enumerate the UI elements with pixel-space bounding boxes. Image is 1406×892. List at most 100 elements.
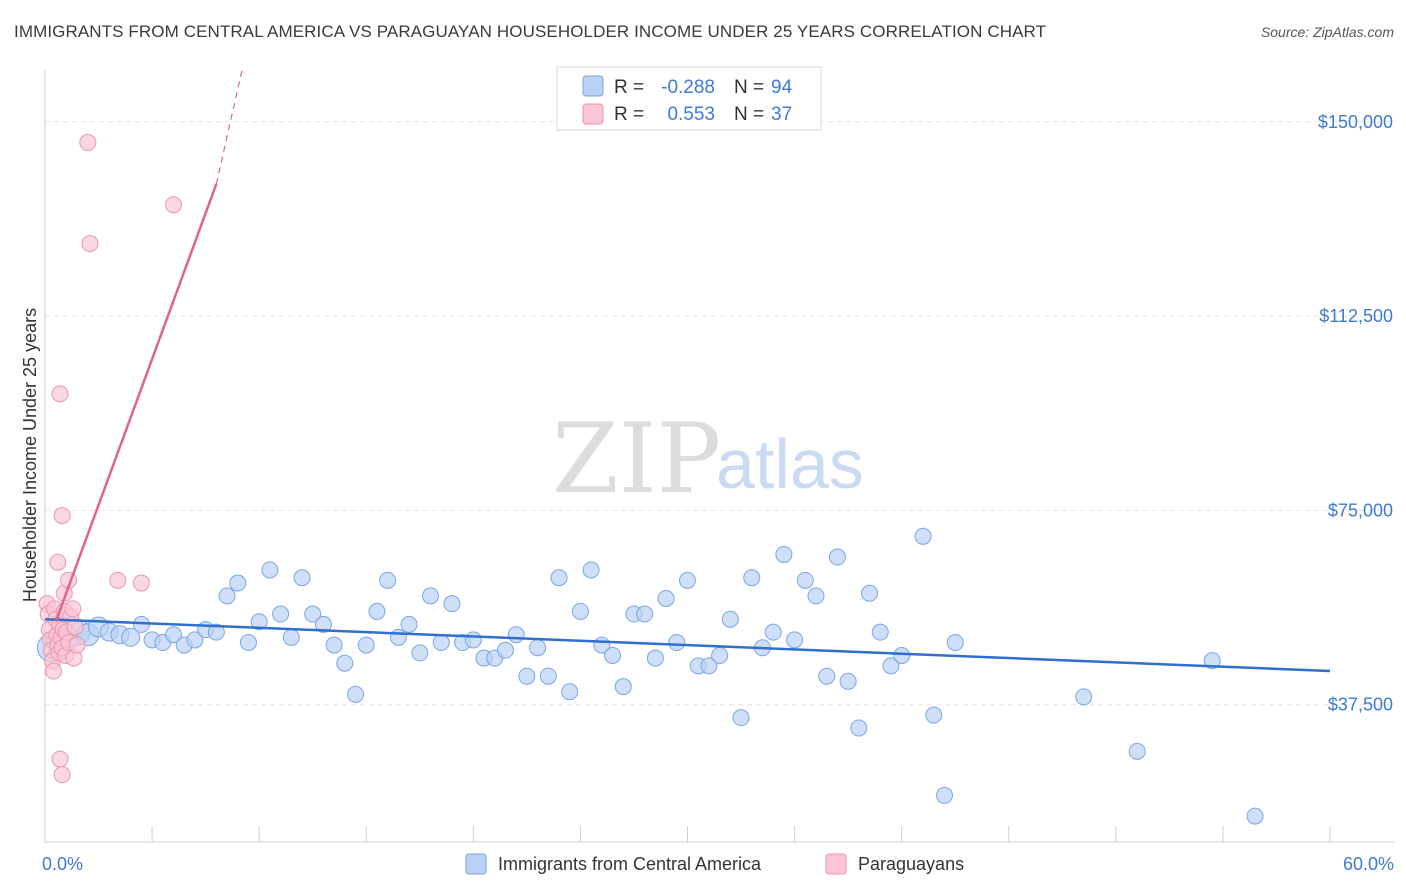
- data-point-immigrants: [882, 657, 900, 675]
- data-point-paraguayans: [51, 750, 69, 768]
- data-point-paraguayans: [53, 507, 71, 525]
- data-point-immigrants: [764, 623, 782, 641]
- data-point-paraguayans: [68, 636, 86, 654]
- grid-lines: [45, 121, 1395, 706]
- data-point-immigrants: [786, 631, 804, 649]
- data-point-immigrants: [314, 615, 332, 633]
- data-point-immigrants: [229, 574, 247, 592]
- data-point-immigrants: [443, 595, 461, 613]
- watermark-zip: ZIP: [552, 403, 721, 515]
- data-point-immigrants: [282, 628, 300, 646]
- data-point-immigrants: [400, 615, 418, 633]
- watermark-atlas: atlas: [716, 425, 864, 503]
- legend-r-label-blue: R =: [614, 77, 644, 98]
- data-point-immigrants: [925, 706, 943, 724]
- series-legend: Immigrants from Central America Paraguay…: [465, 853, 964, 875]
- data-point-immigrants: [518, 667, 536, 685]
- data-point-immigrants: [1203, 652, 1221, 670]
- data-point-immigrants: [1075, 688, 1093, 706]
- data-point-immigrants: [668, 634, 686, 652]
- data-point-immigrants: [775, 545, 793, 563]
- data-point-immigrants: [432, 634, 450, 652]
- data-point-immigrants: [550, 569, 568, 587]
- data-point-immigrants: [743, 569, 761, 587]
- data-point-paraguayans: [53, 766, 71, 784]
- data-point-immigrants: [721, 610, 739, 628]
- y-tick-label: $150,000: [1318, 112, 1393, 132]
- data-point-immigrants: [828, 548, 846, 566]
- data-point-immigrants: [571, 602, 589, 620]
- data-point-immigrants: [165, 626, 182, 644]
- data-point-immigrants: [807, 587, 825, 605]
- data-point-immigrants: [336, 654, 354, 672]
- x-tick-label-min: 0.0%: [42, 854, 83, 874]
- data-point-immigrants: [218, 587, 236, 605]
- data-point-immigrants: [539, 667, 557, 685]
- data-point-immigrants: [464, 631, 482, 649]
- series-immigrants-points: [36, 527, 1264, 825]
- data-point-immigrants: [732, 709, 750, 727]
- x-tick-label-max: 60.0%: [1343, 854, 1394, 874]
- bottom-legend-label-pink: Paraguayans: [858, 854, 964, 874]
- legend-swatch-blue: [582, 75, 604, 97]
- y-axis-title: Householder Income Under 25 years: [20, 308, 40, 602]
- data-point-immigrants: [850, 719, 868, 737]
- trend-line-paraguayans: [54, 183, 218, 623]
- data-point-immigrants: [261, 561, 279, 579]
- data-point-immigrants: [561, 683, 579, 701]
- data-point-immigrants: [347, 685, 365, 703]
- data-point-immigrants: [914, 527, 932, 545]
- legend-r-value-blue: -0.288: [661, 77, 715, 98]
- legend-n-label-blue: N =: [734, 77, 764, 98]
- data-point-immigrants: [711, 646, 729, 664]
- x-axis-ticks: [44, 826, 1331, 842]
- bottom-legend-label-blue: Immigrants from Central America: [498, 854, 762, 874]
- data-point-immigrants: [496, 641, 514, 659]
- data-point-paraguayans: [45, 662, 63, 680]
- data-point-immigrants: [636, 605, 654, 623]
- y-tick-label: $75,000: [1328, 500, 1393, 520]
- data-point-immigrants: [379, 571, 397, 589]
- data-point-paraguayans: [64, 600, 82, 618]
- data-point-immigrants: [272, 605, 290, 623]
- legend-swatch-pink: [582, 103, 604, 125]
- bottom-legend-swatch-blue: [465, 853, 487, 875]
- data-point-paraguayans: [132, 574, 150, 592]
- data-point-immigrants: [646, 649, 664, 667]
- chart-title: IMMIGRANTS FROM CENTRAL AMERICA VS PARAG…: [14, 22, 1047, 41]
- correlation-legend: R = -0.288 N = 94 R = 0.553 N = 37: [556, 66, 822, 131]
- data-point-immigrants: [368, 602, 386, 620]
- legend-r-value-pink: 0.553: [667, 104, 715, 125]
- data-point-immigrants: [893, 646, 911, 664]
- data-point-immigrants: [357, 636, 375, 654]
- source-credit: Source: ZipAtlas.com: [1260, 24, 1394, 40]
- data-point-immigrants: [700, 657, 718, 675]
- data-point-immigrants: [389, 628, 407, 646]
- data-point-immigrants: [1128, 742, 1146, 760]
- data-point-immigrants: [861, 584, 879, 602]
- data-point-immigrants: [871, 623, 889, 641]
- data-point-immigrants: [657, 589, 675, 607]
- data-point-immigrants: [936, 786, 953, 804]
- data-point-immigrants: [186, 631, 204, 649]
- data-point-immigrants: [839, 672, 857, 690]
- legend-n-value-pink: 37: [771, 104, 792, 125]
- data-point-paraguayans: [79, 134, 97, 152]
- data-point-immigrants: [304, 605, 322, 623]
- data-point-paraguayans: [165, 196, 182, 214]
- legend-n-label-pink: N =: [734, 104, 764, 125]
- data-point-paraguayans: [49, 553, 67, 571]
- data-point-immigrants: [250, 613, 268, 631]
- y-tick-label: $37,500: [1328, 695, 1393, 715]
- data-point-immigrants: [207, 623, 225, 641]
- data-point-immigrants: [614, 678, 632, 696]
- data-point-immigrants: [946, 634, 964, 652]
- trend-lines: [44, 69, 1331, 673]
- trend-line-immigrants: [44, 617, 1331, 673]
- bottom-legend-swatch-pink: [825, 853, 847, 875]
- legend-n-value-blue: 94: [771, 77, 793, 98]
- data-point-paraguayans: [66, 618, 84, 636]
- data-point-immigrants: [422, 587, 439, 605]
- data-point-immigrants: [1246, 807, 1264, 825]
